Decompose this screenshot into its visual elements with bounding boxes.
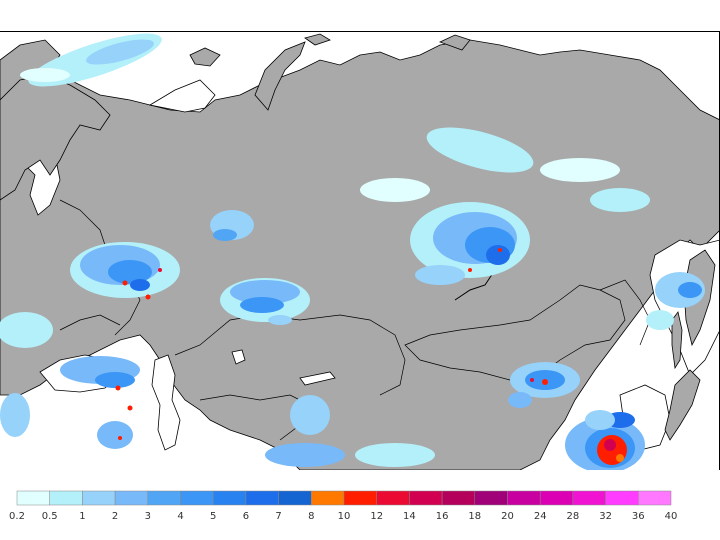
white-sea	[148, 79, 216, 113]
legend-tick-label: 14	[403, 511, 416, 522]
legend-swatch	[82, 490, 116, 506]
legend-swatch	[507, 490, 541, 506]
legend-tick-label: 10	[338, 511, 351, 522]
legend-tick-label: 0.2	[9, 511, 25, 522]
precip-urals	[220, 278, 310, 325]
legend-swatch	[311, 490, 345, 506]
legend-tick-label: 12	[370, 511, 383, 522]
legend-tick-label: 28	[567, 511, 580, 522]
aral-sea	[231, 349, 246, 365]
legend-swatch	[49, 490, 83, 506]
legend-swatch	[278, 490, 312, 506]
legend-tick-label: 18	[468, 511, 481, 522]
border-mongolia	[404, 284, 626, 381]
legend-swatch	[212, 490, 247, 506]
precip-moscow	[70, 210, 254, 300]
legend-tick-label: 16	[436, 511, 449, 522]
legend-color-bar	[16, 490, 672, 506]
legend-tick-label: 24	[534, 511, 547, 522]
legend-tick-label: 20	[501, 511, 514, 522]
border-ukraine	[59, 314, 121, 331]
precip-arctic	[20, 33, 162, 87]
precip-fareast	[265, 272, 705, 467]
legend-swatch	[180, 490, 214, 506]
legend-swatch	[572, 490, 606, 506]
legend-tick-label: 40	[665, 511, 678, 522]
caspian-sea	[151, 354, 181, 451]
legend-swatch	[376, 490, 410, 506]
legend-tick-labels: 0.2 0.5 1 2 3 4 5 6 7 8 10 12 14 16 18 20 24 28 32 36 40	[9, 511, 677, 522]
novaya-zemlya	[254, 41, 306, 111]
legend-swatch	[147, 490, 181, 506]
legend-swatch	[16, 490, 50, 506]
legend-tick-label: 3	[145, 511, 151, 522]
japan	[664, 369, 701, 441]
precipitation-map	[0, 31, 720, 470]
border-china-russia	[599, 279, 651, 346]
legend-tick-label: 7	[275, 511, 281, 522]
legend-tick-label: 36	[632, 511, 645, 522]
legend-tick-label: 5	[210, 511, 216, 522]
precipitation-legend: 0.2 0.5 1 2 3 4 5 6 7 8 10 12 14 16 18 20 24 28 32 36 40	[9, 490, 677, 522]
legend-tick-label: 8	[308, 511, 314, 522]
precip-mongolia	[508, 362, 580, 408]
lake-balkhash	[299, 371, 336, 386]
legend-swatch	[114, 490, 149, 506]
legend-swatch	[409, 490, 443, 506]
legend-tick-label: 0.5	[42, 511, 58, 522]
severnaya-zemlya	[438, 34, 471, 51]
lake-baikal	[454, 269, 496, 301]
legend-swatch	[441, 490, 476, 506]
legend-tick-label: 6	[243, 511, 249, 522]
legend-tick-label: 1	[79, 511, 85, 522]
sakhalin	[671, 311, 683, 370]
precip-siberia	[360, 127, 650, 285]
legend-swatch	[605, 490, 639, 506]
precip-manchuria	[565, 412, 645, 470]
svalbard	[189, 47, 221, 67]
franz-josef-land	[304, 33, 331, 46]
legend-swatch	[474, 490, 508, 506]
border-kazakhstan	[174, 314, 406, 396]
legend-swatch	[539, 490, 574, 506]
legend-tick-label: 32	[599, 511, 612, 522]
legend-swatch	[245, 490, 279, 506]
legend-tick-label: 4	[177, 511, 183, 522]
precip-caucasus	[0, 312, 140, 449]
legend-swatch	[638, 490, 672, 506]
legend-tick-label: 2	[112, 511, 118, 522]
legend-swatch	[343, 490, 377, 506]
